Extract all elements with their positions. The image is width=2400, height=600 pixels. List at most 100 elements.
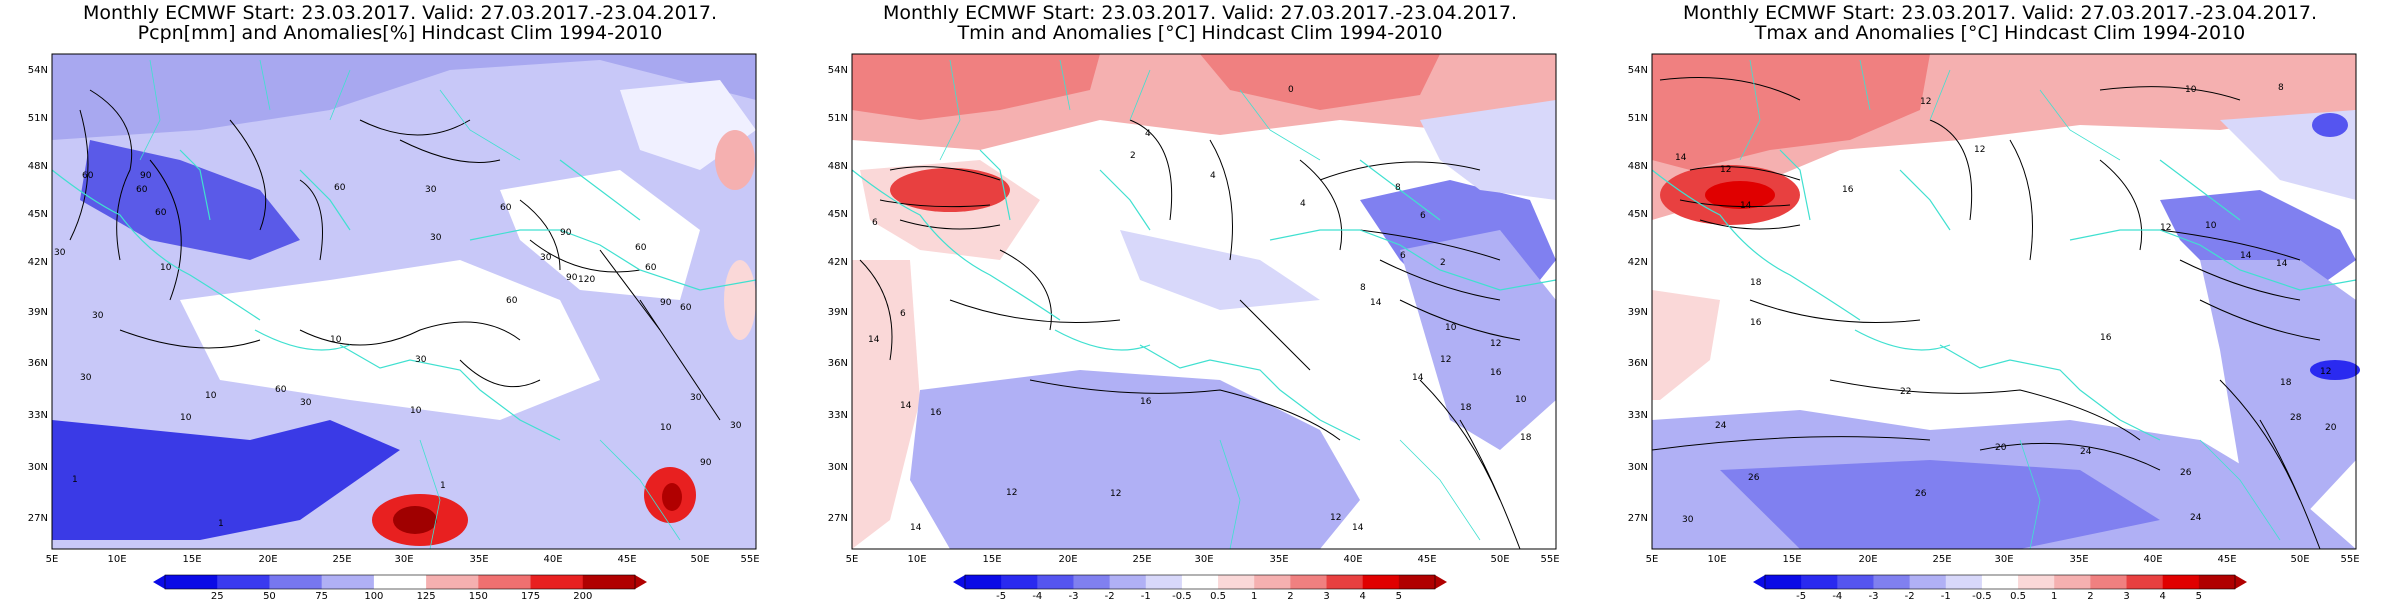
colorbar-swatch — [217, 575, 270, 589]
colorbar-swatch — [1109, 575, 1147, 589]
colorbar-swatch — [582, 575, 636, 589]
colorbar-outline — [1764, 574, 2236, 590]
lon-label: 40E — [2143, 554, 2162, 565]
contour-label: 60 — [680, 303, 692, 313]
colorbar — [953, 574, 1447, 590]
latitude-labels: 54N 51N 48N 45N 42N 39N 36N 33N 30N 27N — [1628, 65, 1648, 524]
colorbar-swatch — [1837, 575, 1874, 589]
contour-label: 12 — [1490, 339, 1501, 349]
lon-label: 25E — [1132, 554, 1151, 565]
lon-label: 40E — [543, 554, 562, 565]
contour-label: 16 — [930, 408, 942, 418]
lon-label: 15E — [182, 554, 201, 565]
contour-labels: 12 10 8 14 12 16 14 12 18 16 14 10 12 14… — [1675, 83, 2337, 525]
contour-label: 26 — [2180, 468, 2192, 478]
lat-label: 51N — [1628, 113, 1648, 124]
colorbar-swatch — [1326, 575, 1364, 589]
colorbar-left-arrow — [153, 575, 165, 589]
colorbar-label: 3 — [1323, 591, 1329, 600]
lat-label: 48N — [828, 161, 848, 172]
colorbar-swatch — [426, 575, 479, 589]
contour-label: 16 — [1750, 318, 1762, 328]
colorbar-label: 175 — [521, 591, 540, 600]
colorbar-swatch — [1290, 575, 1328, 589]
lon-label: 15E — [982, 554, 1001, 565]
lon-label: 50E — [1490, 554, 1509, 565]
contour-label: 14 — [2240, 251, 2252, 261]
colorbar-label: 50 — [263, 591, 276, 600]
contour-label: 16 — [1490, 368, 1502, 378]
contour-label: 4 — [1145, 129, 1151, 139]
lon-label: 25E — [332, 554, 351, 565]
tmax-panel: Monthly ECMWF Start: 23.03.2017. Valid: … — [1600, 0, 2400, 600]
lat-label: 54N — [28, 65, 48, 76]
colorbar-swatch — [1145, 575, 1183, 589]
contour-label: 6 — [1400, 251, 1406, 261]
contour-label: 1 — [440, 481, 446, 491]
contour-label: 10 — [2205, 221, 2217, 231]
colorbar-swatch — [2126, 575, 2164, 589]
colorbar-label: 5 — [2196, 591, 2202, 600]
contour-label: 30 — [425, 185, 437, 195]
panel-title-line1: Monthly ECMWF Start: 23.03.2017. Valid: … — [83, 2, 717, 24]
contour-label: 60 — [155, 208, 167, 218]
panel-title-line2: Tmax and Anomalies [°C] Hindcast Clim 19… — [1754, 22, 2246, 44]
colorbar-label: 0.5 — [2010, 591, 2026, 600]
colorbar-swatch — [1218, 575, 1255, 589]
contour-label: 12 — [1974, 145, 1985, 155]
colorbar — [153, 574, 647, 590]
contour-labels: 90 60 30 60 30 60 30 60 90 30 10 60 90 1… — [54, 171, 742, 529]
lat-label: 48N — [1628, 161, 1648, 172]
colorbar-label: 150 — [469, 591, 488, 600]
contour-label: 10 — [410, 406, 422, 416]
contour-label: 6 — [900, 309, 906, 319]
contour-label: 14 — [1370, 298, 1382, 308]
lat-label: 36N — [28, 358, 48, 369]
lon-label: 55E — [2340, 554, 2359, 565]
colorbar-label: 125 — [417, 591, 436, 600]
contour-label: 10 — [1515, 395, 1527, 405]
contour-label: 12 — [2320, 367, 2331, 377]
colorbar-labels: 25 50 75 100 125 150 175 200 — [211, 591, 592, 600]
lat-label: 30N — [28, 462, 48, 473]
lat-label: 39N — [28, 307, 48, 318]
colorbar-label: -4 — [1032, 591, 1042, 600]
contour-label: 60 — [136, 185, 148, 195]
panel-title-line2: Pcpn[mm] and Anomalies[%] Hindcast Clim … — [137, 22, 663, 44]
colorbar-label: 200 — [573, 591, 592, 600]
colorbar-label: -0.5 — [1972, 591, 1992, 600]
colorbar-swatch — [1073, 575, 1111, 589]
contour-label: 10 — [1445, 323, 1457, 333]
colorbar-label: -5 — [1796, 591, 1806, 600]
contour-label: 30 — [1682, 515, 1694, 525]
contour-label: 60 — [500, 203, 512, 213]
colorbar — [1753, 574, 2247, 590]
precip-map: 54N 51N 48N 45N 42N 39N 36N 33N 30N 27N … — [28, 53, 760, 600]
lon-label: 55E — [740, 554, 759, 565]
lat-label: 36N — [828, 358, 848, 369]
colorbar-swatch — [1037, 575, 1074, 589]
lat-label: 51N — [828, 113, 848, 124]
contour-label: 16 — [1140, 397, 1152, 407]
colorbar-swatch — [2090, 575, 2128, 589]
contour-label: 8 — [1395, 183, 1401, 193]
colorbar-swatch — [1765, 575, 1802, 589]
contour-label: 120 — [578, 275, 595, 285]
colorbar-labels: -5 -4 -3 -2 -1 -0.5 0.5 1 2 3 4 5 — [996, 591, 1402, 600]
contour-label: 8 — [1360, 283, 1366, 293]
contour-label: 24 — [1715, 421, 1727, 431]
lon-label: 20E — [258, 554, 277, 565]
colorbar-swatch — [1981, 575, 2019, 589]
contour-label: 18 — [1520, 433, 1532, 443]
lat-label: 54N — [828, 65, 848, 76]
colorbar-label: 0.5 — [1210, 591, 1226, 600]
contour-label: 30 — [92, 311, 104, 321]
lon-label: 30E — [1194, 554, 1213, 565]
colorbar-swatch — [1909, 575, 1947, 589]
contour-label: 12 — [1110, 489, 1121, 499]
lat-label: 39N — [828, 307, 848, 318]
tmax-map: 54N 51N 48N 45N 42N 39N 36N 33N 30N 27N … — [1628, 53, 2360, 600]
contour-label: 30 — [54, 248, 66, 258]
longitude-labels: 5E 10E 15E 20E 25E 30E 35E 40E 45E 50E 5… — [46, 554, 760, 565]
contour-label: 6 — [872, 218, 878, 228]
